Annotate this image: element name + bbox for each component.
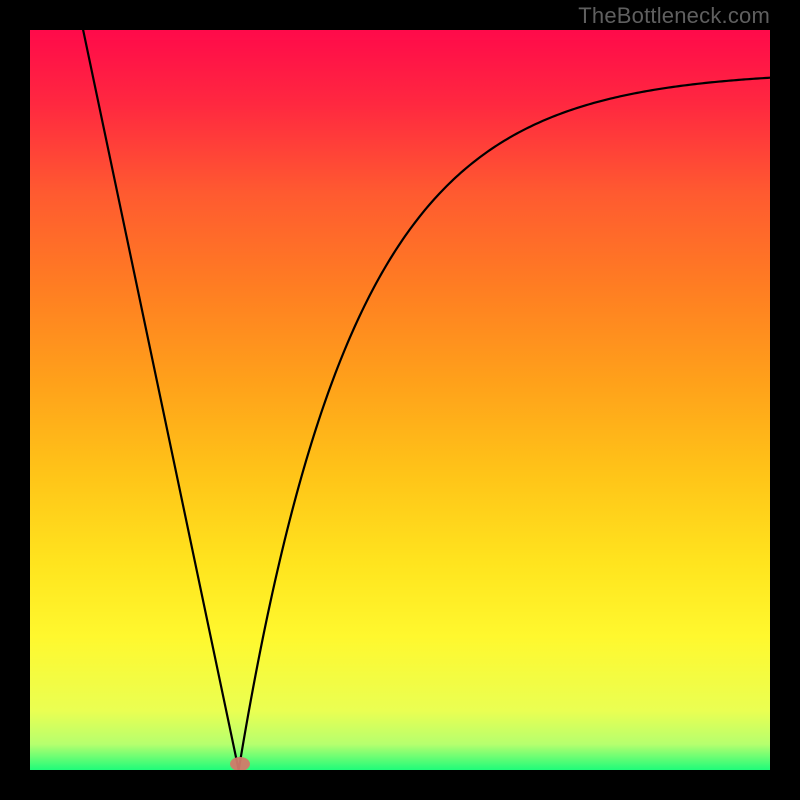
- bottleneck-curve: [30, 30, 770, 770]
- minimum-marker: [230, 757, 250, 770]
- plot-area: [30, 30, 770, 770]
- curve-path: [71, 30, 770, 770]
- chart-stage: TheBottleneck.com: [0, 0, 800, 800]
- frame-left: [0, 0, 30, 800]
- watermark-text: TheBottleneck.com: [578, 3, 770, 29]
- frame-bottom: [0, 770, 800, 800]
- frame-right: [770, 0, 800, 800]
